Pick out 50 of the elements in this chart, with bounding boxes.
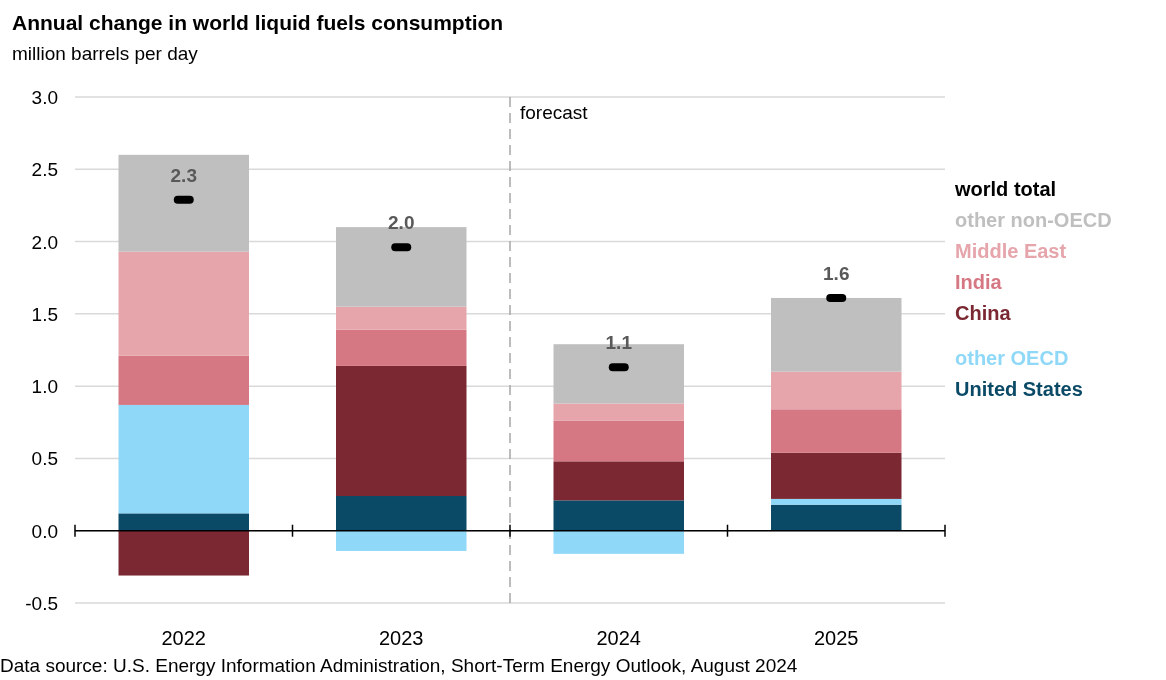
- bar: [336, 227, 467, 307]
- y-tick-label: 3.0: [31, 87, 58, 108]
- bar: [118, 404, 249, 514]
- bar: [336, 496, 467, 531]
- data-label: 1.1: [605, 332, 633, 354]
- chart-title: Annual change in world liquid fuels consumption: [12, 11, 504, 34]
- bar: [771, 498, 902, 505]
- x-tick-label: 2025: [814, 627, 859, 649]
- y-tick-label: 1.0: [31, 376, 58, 398]
- bar: [118, 530, 249, 576]
- x-tick-label: 2024: [596, 627, 641, 649]
- bar: [771, 504, 902, 531]
- text: India: [955, 271, 1003, 293]
- x-tick-label: 2022: [161, 627, 206, 649]
- bar: [336, 530, 467, 551]
- bar: [553, 500, 684, 531]
- ref-line-label: forecast: [520, 102, 589, 123]
- bar: [771, 371, 902, 410]
- source-note: Data source: U.S. Energy Information Administration, Short-Term Energy Outlook, August 2024: [0, 655, 798, 676]
- bar: [336, 306, 467, 330]
- bar: [771, 409, 902, 453]
- bar: [118, 355, 249, 405]
- bar: [118, 251, 249, 356]
- text: other OECD: [955, 347, 1069, 369]
- text: China: [955, 302, 1012, 324]
- bar: [771, 452, 902, 499]
- text: other non-OECD: [955, 209, 1112, 231]
- bar: [118, 513, 249, 531]
- y-tick-label: 0.0: [31, 520, 58, 542]
- bar: [553, 530, 684, 554]
- y-tick-label: -0.5: [25, 593, 58, 614]
- data-label: 2.0: [388, 212, 415, 234]
- bar: [771, 297, 902, 372]
- bar: [553, 461, 684, 501]
- y-tick-label: 2.5: [31, 159, 58, 181]
- y-tick-label: 0.5: [31, 448, 58, 470]
- bar: [336, 365, 467, 497]
- y-tick-label: 2.0: [31, 231, 58, 253]
- bar: [553, 403, 684, 421]
- bar: [553, 420, 684, 462]
- bar: [118, 154, 249, 252]
- text: world total: [954, 178, 1057, 200]
- y-tick-label: 1.5: [31, 303, 58, 325]
- text: Middle East: [955, 240, 1067, 262]
- data-label: 2.3: [170, 164, 197, 186]
- text: United States: [955, 378, 1083, 400]
- x-tick-label: 2023: [379, 627, 424, 649]
- data-label: 1.6: [823, 262, 850, 284]
- chart-subtitle: million barrels per day: [12, 43, 199, 64]
- bar: [336, 329, 467, 366]
